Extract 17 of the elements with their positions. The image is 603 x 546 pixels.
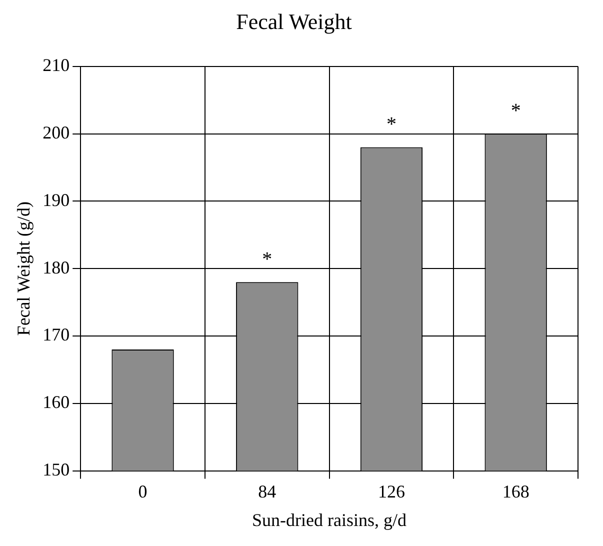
x-tick-label: 126 [378,481,405,502]
y-tick-label: 210 [42,55,70,76]
y-axis-title: Fecal Weight (g/d) [14,202,34,336]
annotation: * [262,248,272,270]
annotation: * [510,100,521,122]
x-tick-label: 84 [258,481,276,502]
x-tick-label: 0 [138,481,148,502]
x-axis-title: Sun-dried raisins, g/d [252,510,407,530]
y-tick-label: 150 [42,460,70,480]
x-tick-label: 168 [502,481,530,502]
y-tick-label: 200 [42,122,70,143]
y-tick-label: 180 [42,257,70,278]
y-tick-label: 190 [42,190,70,210]
y-tick-label: 170 [42,324,70,345]
annotation: * [386,114,396,136]
y-tick-label: 160 [42,392,70,412]
chart-title: Fecal Weight [236,8,352,34]
